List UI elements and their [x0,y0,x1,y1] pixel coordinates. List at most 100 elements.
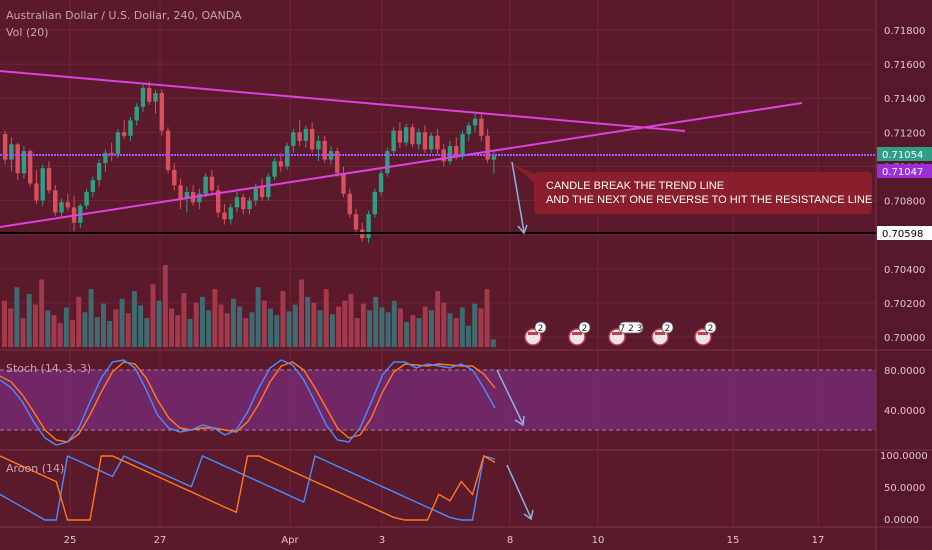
candle-body [435,135,440,150]
candle-body [341,173,346,194]
candle-body [172,169,177,186]
price-tick-label: 0.71600 [884,60,925,71]
candle-body [178,185,183,199]
candle-body [15,144,20,174]
candle-body [84,192,89,206]
volume-bar [428,310,434,347]
volume-bar [323,289,329,347]
candle-body [491,156,497,160]
candle-body [335,151,340,174]
candle-body [372,192,378,215]
volume-bar [299,279,304,347]
candle-body [215,190,221,213]
volume-bar [385,312,391,347]
volume-bar [336,306,342,347]
candle-body [479,118,484,136]
price-tick-label: 0.71400 [884,94,925,105]
candle-body [429,135,434,150]
annotation-callout[interactable]: CANDLE BREAK THE TREND LINE AND THE NEXT… [510,162,872,214]
event-flag[interactable]: 2 [651,321,674,346]
volume-bar [125,313,131,347]
volume-bar [200,296,205,347]
event-flag[interactable]: 2 [694,321,717,346]
volume-bar [206,310,212,347]
time-tick-label: 17 [812,535,825,546]
event-flags[interactable]: 2 2 7 2 3 2 2 [524,321,717,346]
candle-body [96,163,102,181]
volume-bar [410,315,416,347]
volume-bar [261,300,267,347]
aroon-tick-100: 100.0000 [880,451,928,462]
volume-bar [404,321,410,347]
arrow-price [511,161,528,235]
volume-bar [280,291,286,347]
volume-bar [255,287,261,347]
time-tick-label: 10 [592,535,605,546]
event-flag[interactable]: 2 [524,321,547,346]
price-tick-label: 0.71800 [884,26,925,37]
volume-bar [398,308,403,347]
candle-body [391,130,396,152]
support-price-badge: 0.70598 [877,226,932,240]
candle-body [109,152,114,155]
flag-badge [618,321,644,334]
support-trendline[interactable] [0,102,803,228]
candle-body [322,140,327,160]
flag-badge-count: 2 [665,324,671,334]
volume-bar [101,303,106,347]
volume-bar [311,302,317,347]
time-tick-label: 15 [727,535,740,546]
volume-bar [218,304,224,347]
candle-body [53,190,58,213]
candle-body [316,140,321,150]
volume-bar [169,308,175,347]
candle-body [197,193,202,203]
candle-body [203,176,208,194]
volume-bar [416,318,422,347]
candle-body [284,145,290,167]
resistance-trendline[interactable] [0,70,686,132]
stoch-label: Stoch (14, 3, 3) [6,362,91,375]
candle-body [2,134,8,160]
candle-body [416,132,421,145]
event-flag[interactable]: 2 [568,321,591,346]
candle-body [410,127,415,145]
volume-bar [212,289,218,347]
aroon-down-line [0,454,496,521]
volume-bar [57,322,63,347]
candle-body [385,151,390,174]
volume-bar [490,339,496,347]
time-tick-label: 3 [379,535,385,546]
candle-body [134,106,139,121]
flag-badge [534,321,547,334]
volume-bar [32,304,38,347]
volume-label: Vol (20) [6,26,49,39]
candle-body [153,93,158,102]
current-price-badge: 0.71054 [877,147,932,161]
volume-bar [150,284,156,347]
candle-body [140,87,146,107]
volume-bar [317,310,323,347]
volume-bar [51,315,57,347]
candle-body [247,200,252,210]
volume-bar [107,320,113,347]
volume-bar [391,300,397,347]
flag-stripe [612,332,622,335]
flag-badge-count: 7 2 3 [620,324,643,334]
candle-body [422,132,428,150]
candle-body [21,151,27,174]
volume-bar [360,303,366,347]
volume-bar [94,317,100,347]
volume-bar [138,305,144,347]
arrow-aroon [506,464,534,521]
volume-bar [472,303,478,347]
volume-bar [453,318,459,347]
candle-body [28,151,33,184]
candle-body [447,145,453,162]
aroon-tick-50: 50.0000 [884,483,925,494]
candle-body [353,214,359,230]
event-flag[interactable]: 7 2 3 [608,321,644,346]
chart-title: Australian Dollar / U.S. Dollar, 240, OA… [6,9,242,22]
aroon-tick-0: 0.0000 [884,515,919,526]
